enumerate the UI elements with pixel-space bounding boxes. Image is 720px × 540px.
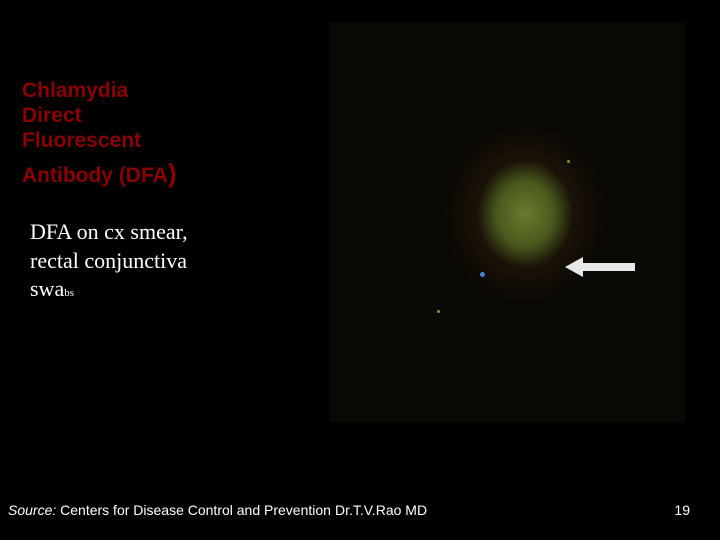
pointer-arrow	[565, 252, 635, 287]
source-label: Source:	[8, 502, 56, 518]
title-line: Direct	[22, 103, 176, 128]
source-text: Centers for Disease Control and Preventi…	[56, 502, 331, 518]
body-line: DFA on cx smear,	[30, 218, 188, 247]
image-blue-dot	[480, 272, 485, 277]
title-line: Chlamydia	[22, 78, 176, 103]
slide: Chlamydia Direct Fluorescent Antibody (D…	[0, 0, 720, 540]
body-text-sub: bs	[64, 287, 74, 299]
title-paren: )	[168, 158, 177, 188]
author-overlay: Dr.T.V.Rao MD	[335, 502, 427, 518]
image-speck	[437, 310, 440, 313]
image-speck	[567, 160, 570, 163]
source-citation: Source: Centers for Disease Control and …	[8, 502, 331, 518]
microscopy-image	[330, 22, 685, 422]
title-text: Antibody (DFA	[22, 164, 168, 187]
body-text-part: swa	[30, 276, 64, 301]
body-line: swabs	[30, 275, 188, 304]
body-line: rectal conjunctiva	[30, 247, 188, 276]
page-number: 19	[674, 502, 690, 518]
title-line: Antibody (DFA)	[22, 158, 176, 189]
title-line: Fluorescent	[22, 128, 176, 153]
slide-body: DFA on cx smear, rectal conjunctiva swab…	[30, 218, 188, 304]
slide-title: Chlamydia Direct Fluorescent Antibody (D…	[22, 78, 176, 189]
